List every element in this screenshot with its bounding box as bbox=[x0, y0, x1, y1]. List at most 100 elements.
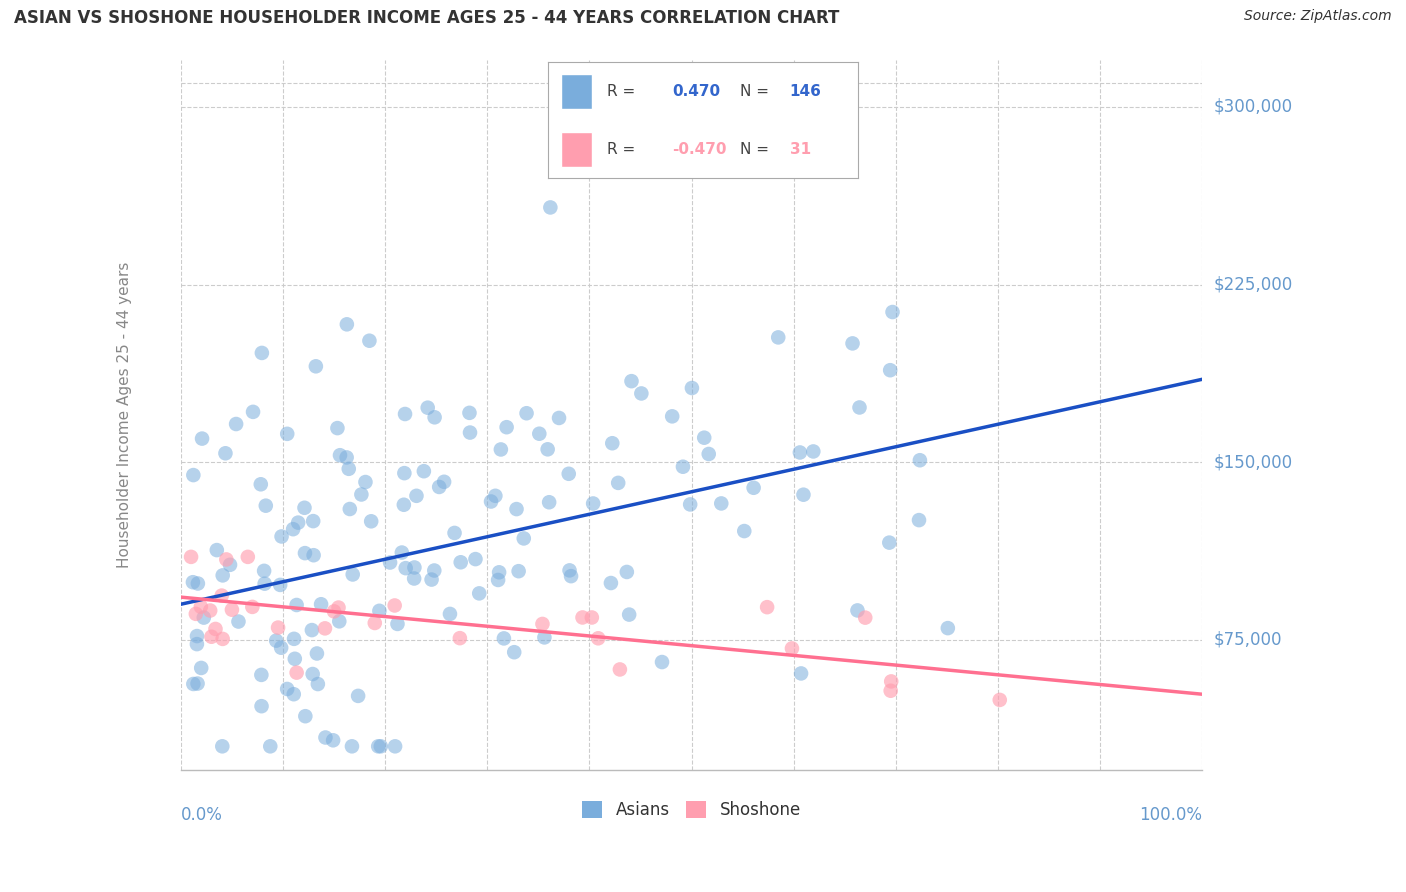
Point bbox=[486, 573, 509, 587]
Point bbox=[853, 610, 876, 624]
Point bbox=[558, 563, 581, 577]
Point bbox=[184, 607, 207, 621]
Point bbox=[672, 459, 695, 474]
Point bbox=[259, 739, 281, 754]
Point bbox=[253, 564, 276, 578]
Point bbox=[780, 641, 803, 656]
Point bbox=[228, 615, 250, 629]
Point bbox=[250, 346, 273, 360]
Point bbox=[790, 666, 813, 681]
Point bbox=[328, 600, 350, 615]
Point bbox=[283, 632, 305, 646]
Point bbox=[359, 334, 381, 348]
Point bbox=[267, 621, 290, 635]
Point bbox=[458, 406, 481, 420]
Point bbox=[908, 453, 931, 467]
Point bbox=[323, 604, 346, 618]
Point bbox=[801, 444, 824, 458]
Point bbox=[394, 466, 416, 480]
Text: 31: 31 bbox=[790, 142, 811, 157]
Text: 100.0%: 100.0% bbox=[1139, 805, 1202, 823]
Point bbox=[198, 603, 221, 617]
Point bbox=[211, 739, 233, 754]
Point bbox=[879, 535, 901, 549]
Point bbox=[350, 487, 373, 501]
Point bbox=[191, 432, 214, 446]
Point bbox=[841, 336, 863, 351]
Point bbox=[340, 739, 363, 754]
Point bbox=[236, 549, 259, 564]
Point bbox=[301, 667, 323, 681]
Point bbox=[423, 410, 446, 425]
Point bbox=[449, 631, 471, 645]
Point bbox=[309, 597, 332, 611]
Point bbox=[620, 374, 643, 388]
Point bbox=[211, 632, 233, 646]
Point bbox=[253, 576, 276, 591]
Point bbox=[301, 623, 323, 637]
Text: $300,000: $300,000 bbox=[1213, 98, 1292, 116]
Text: N =: N = bbox=[740, 84, 769, 99]
Point bbox=[681, 381, 703, 395]
Point bbox=[242, 405, 264, 419]
Point bbox=[505, 502, 527, 516]
Point bbox=[789, 445, 811, 459]
Point bbox=[661, 409, 683, 424]
Point bbox=[183, 677, 205, 691]
Text: $150,000: $150,000 bbox=[1213, 453, 1292, 471]
Point bbox=[458, 425, 481, 440]
Point bbox=[342, 567, 364, 582]
Text: 0.0%: 0.0% bbox=[181, 805, 222, 823]
Text: Source: ZipAtlas.com: Source: ZipAtlas.com bbox=[1244, 9, 1392, 23]
Text: -0.470: -0.470 bbox=[672, 142, 727, 157]
Point bbox=[305, 647, 328, 661]
Point bbox=[378, 556, 401, 570]
Point bbox=[548, 411, 571, 425]
Point bbox=[733, 524, 755, 538]
Point bbox=[607, 475, 630, 490]
Text: $75,000: $75,000 bbox=[1213, 631, 1282, 648]
Point bbox=[302, 548, 325, 562]
Text: $225,000: $225,000 bbox=[1213, 276, 1292, 293]
Point bbox=[368, 604, 391, 618]
Point bbox=[412, 464, 434, 478]
Point bbox=[221, 603, 243, 617]
Point bbox=[464, 552, 486, 566]
Point bbox=[571, 610, 593, 624]
Point bbox=[270, 640, 292, 655]
Point bbox=[439, 607, 461, 621]
Point bbox=[495, 420, 517, 434]
Point bbox=[287, 516, 309, 530]
Point bbox=[792, 488, 814, 502]
Point bbox=[394, 407, 416, 421]
Point bbox=[404, 572, 426, 586]
Point bbox=[433, 475, 456, 489]
Point bbox=[190, 599, 212, 614]
Point bbox=[848, 401, 870, 415]
Point bbox=[988, 693, 1011, 707]
Point bbox=[219, 558, 242, 572]
Point bbox=[651, 655, 673, 669]
Point bbox=[616, 565, 638, 579]
Point bbox=[225, 417, 247, 431]
Point bbox=[756, 600, 779, 615]
Point bbox=[190, 661, 212, 675]
Point bbox=[484, 489, 506, 503]
Point bbox=[846, 603, 869, 617]
Point bbox=[367, 739, 389, 754]
Point bbox=[882, 305, 904, 319]
Point bbox=[513, 532, 536, 546]
Point bbox=[600, 576, 623, 591]
Point bbox=[416, 401, 439, 415]
Point bbox=[492, 632, 515, 646]
Point bbox=[710, 496, 733, 510]
Point bbox=[503, 645, 526, 659]
Point bbox=[214, 446, 236, 460]
Point bbox=[609, 662, 631, 676]
Point bbox=[187, 676, 209, 690]
Point bbox=[558, 467, 581, 481]
Point bbox=[254, 499, 277, 513]
Point bbox=[405, 489, 427, 503]
Point bbox=[450, 555, 472, 569]
Point bbox=[240, 599, 263, 614]
